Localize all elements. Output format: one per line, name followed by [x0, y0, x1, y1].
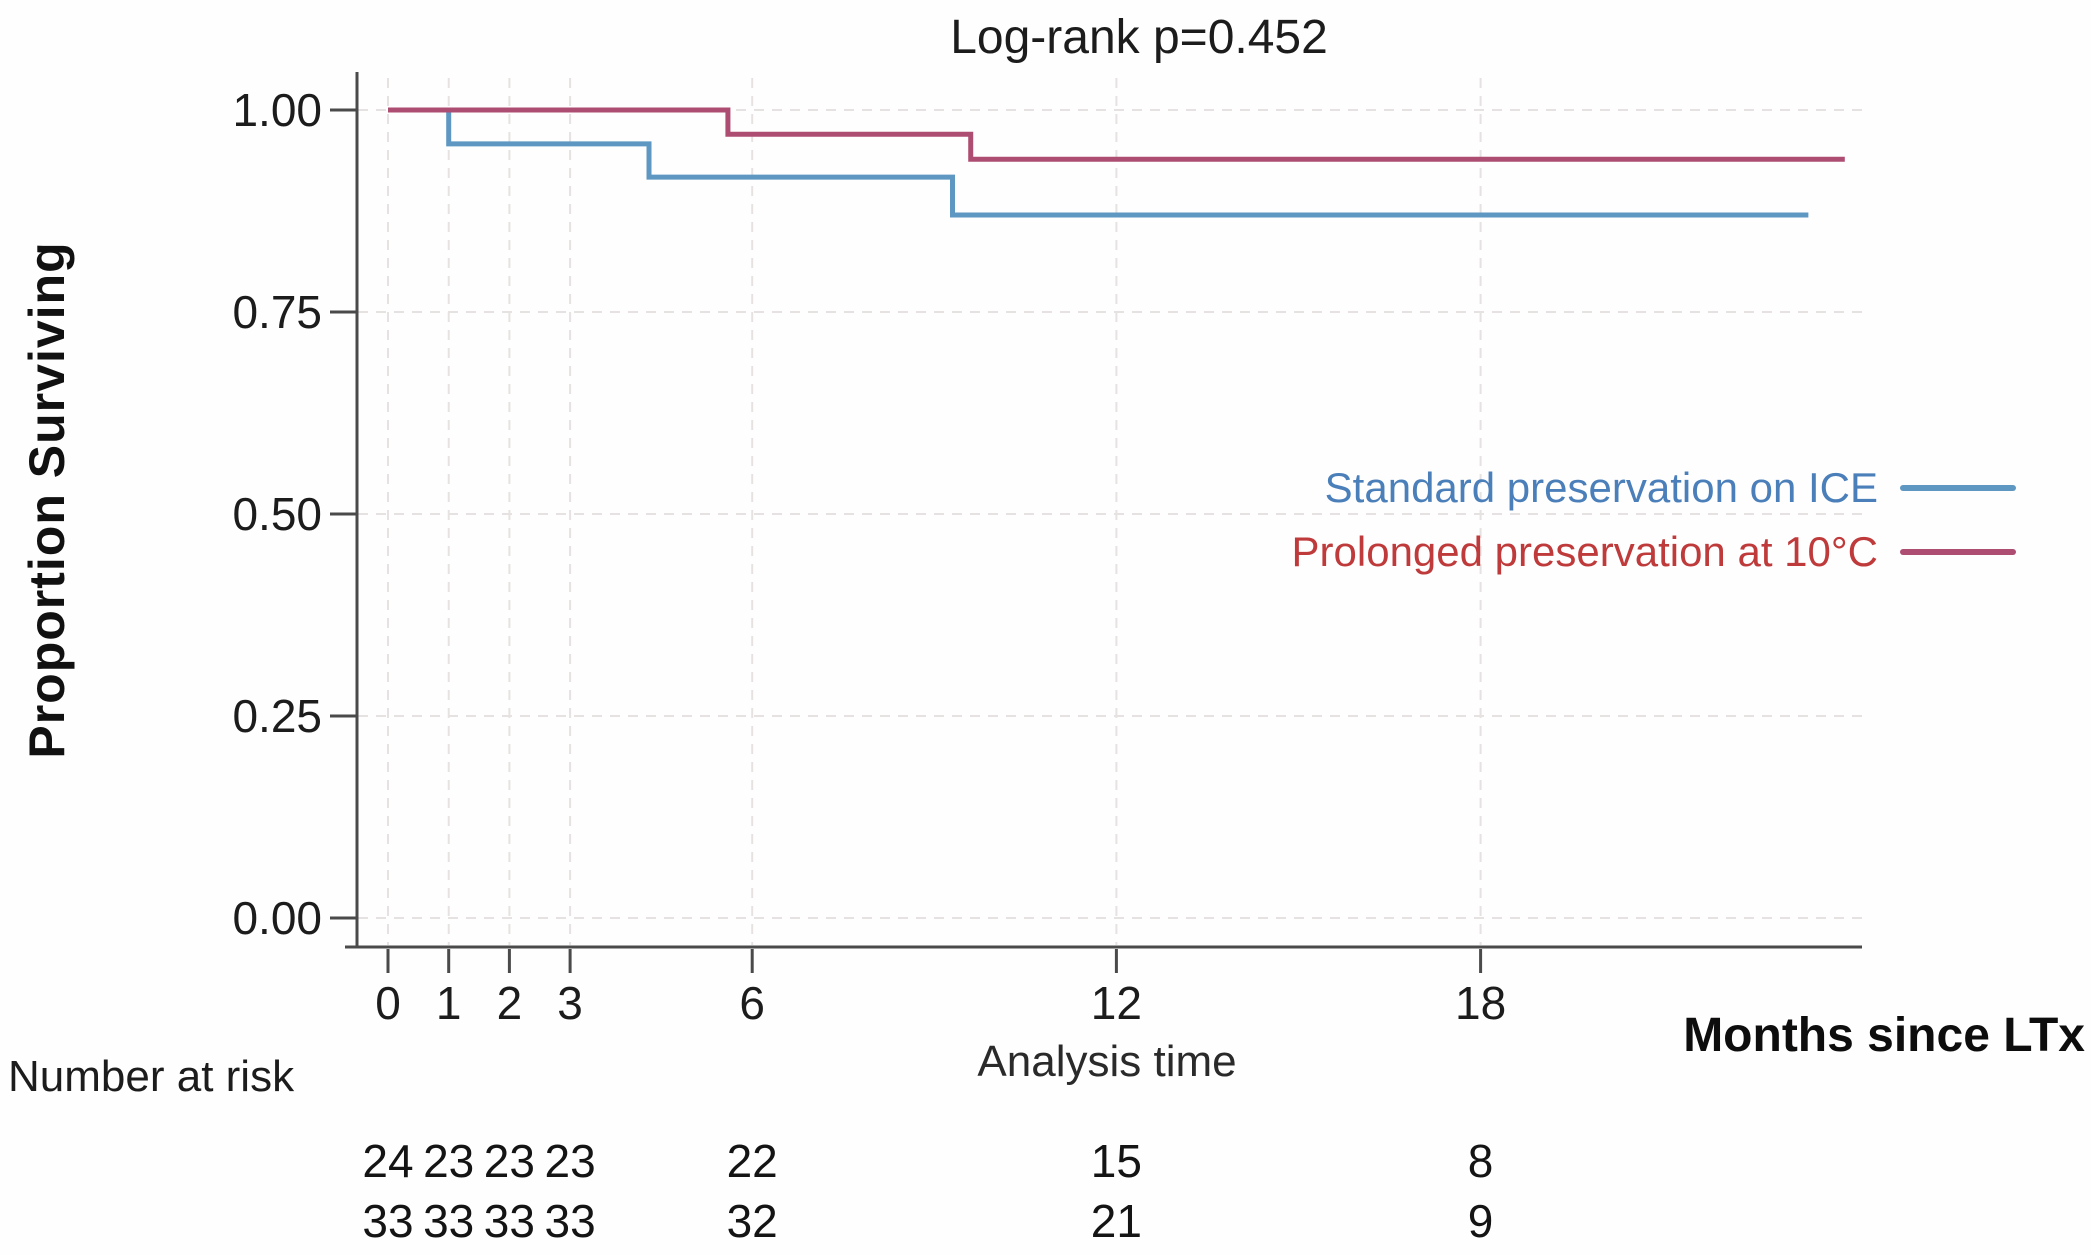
- risk-count: 33: [423, 1195, 475, 1247]
- risk-count: 22: [726, 1135, 778, 1187]
- y-tick-label: 0.50: [232, 488, 322, 540]
- risk-count: 23: [544, 1135, 596, 1187]
- x-tick-label: 6: [739, 977, 765, 1029]
- survival-curve: [388, 107, 1845, 162]
- y-tick-label: 1.00: [232, 84, 322, 136]
- y-tick-label: 0.25: [232, 690, 322, 742]
- survival-curve: [388, 107, 1809, 218]
- risk-count: 15: [1090, 1135, 1142, 1187]
- legend-label: Standard preservation on ICE: [1324, 464, 1878, 511]
- risk-count: 33: [483, 1195, 535, 1247]
- risk-count: 21: [1090, 1195, 1142, 1247]
- risk-count: 8: [1467, 1135, 1494, 1187]
- x-tick-label: 3: [557, 977, 583, 1029]
- legend-line-swatch: [1900, 485, 2016, 491]
- x-axis-unit-label: Months since LTx: [1683, 1009, 2085, 1062]
- x-tick-label: 1: [435, 977, 462, 1029]
- y-tick-label: 0.75: [232, 286, 322, 338]
- risk-count: 33: [544, 1195, 596, 1247]
- number-at-risk-label: Number at risk: [8, 1052, 295, 1101]
- risk-count: 32: [726, 1195, 778, 1247]
- x-tick-label: 0: [375, 977, 401, 1029]
- legend-line-swatch: [1900, 549, 2016, 555]
- x-tick-label: 12: [1090, 977, 1142, 1029]
- chart-title: Log-rank p=0.452: [950, 11, 1328, 64]
- x-tick-label: 2: [496, 977, 523, 1029]
- y-tick-label: 0.00: [232, 892, 322, 944]
- risk-count: 23: [423, 1135, 475, 1187]
- risk-count: 9: [1467, 1195, 1494, 1247]
- legend-row: Standard preservation on ICE: [1325, 460, 2016, 516]
- x-axis-title: Analysis time: [977, 1037, 1237, 1086]
- risk-count: 33: [362, 1195, 414, 1247]
- legend-row: Prolonged preservation at 10°C: [1292, 524, 2016, 580]
- risk-count: 24: [362, 1135, 414, 1187]
- risk-count: 23: [483, 1135, 535, 1187]
- legend-label: Prolonged preservation at 10°C: [1291, 528, 1878, 575]
- x-tick-label: 18: [1455, 977, 1507, 1029]
